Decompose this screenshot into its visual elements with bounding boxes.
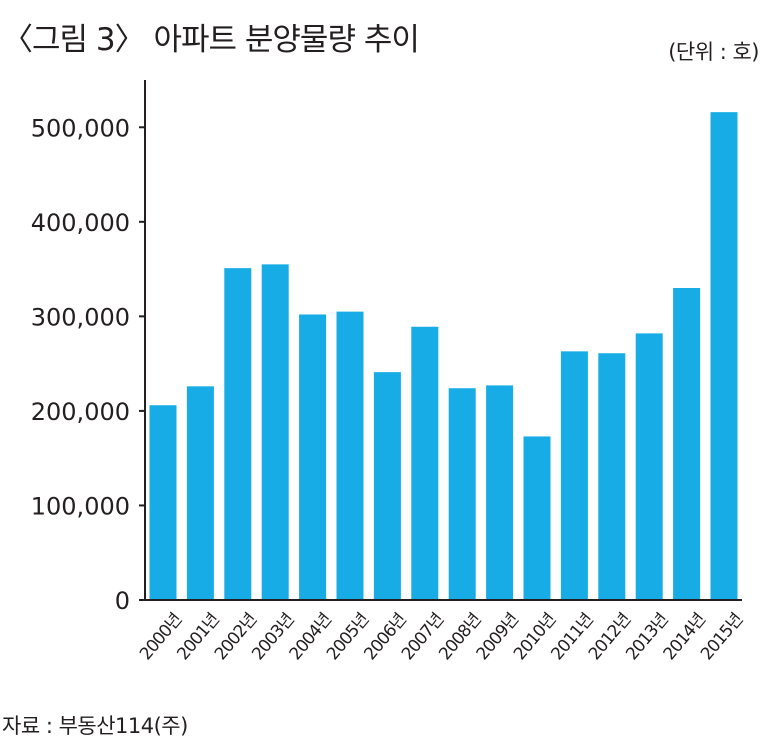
y-tick-label: 400,000 [31, 209, 130, 237]
bar [523, 436, 551, 600]
bar [710, 112, 738, 601]
bar [299, 314, 327, 600]
bars [149, 112, 738, 601]
y-tick-label: 0 [115, 587, 130, 615]
bar [673, 288, 701, 600]
y-tick-label: 200,000 [31, 398, 130, 426]
x-tick-labels: 2000년2001년2002년2003년2004년2005년2006년2007년… [136, 610, 747, 664]
bar [224, 268, 252, 600]
bar [373, 372, 401, 600]
y-axis: 0 100,000 200,000 300,000 400,000 500,000 [31, 80, 146, 615]
bar [336, 311, 364, 600]
bar [560, 351, 588, 600]
chart-title: 〈그림 3〉 아파트 분양물량 추이 [2, 22, 420, 58]
unit-label: (단위 : 호) [668, 40, 759, 64]
bar [411, 326, 439, 600]
bar-chart: 0 100,000 200,000 300,000 400,000 500,000 200… [31, 80, 747, 664]
y-tick-label: 300,000 [31, 303, 130, 331]
bar [598, 353, 626, 600]
source-note: 자료 : 부동산114(주) [2, 714, 188, 738]
bar [186, 386, 214, 600]
y-tick-labels: 0 100,000 200,000 300,000 400,000 500,000 [31, 114, 145, 615]
bar [448, 388, 476, 600]
x-tick-label: 2015년 [697, 610, 747, 664]
bar [486, 385, 514, 600]
bar [149, 405, 177, 600]
y-tick-label: 100,000 [31, 492, 130, 520]
y-tick-label: 500,000 [31, 114, 130, 142]
bar [635, 333, 663, 600]
bar [261, 264, 289, 600]
